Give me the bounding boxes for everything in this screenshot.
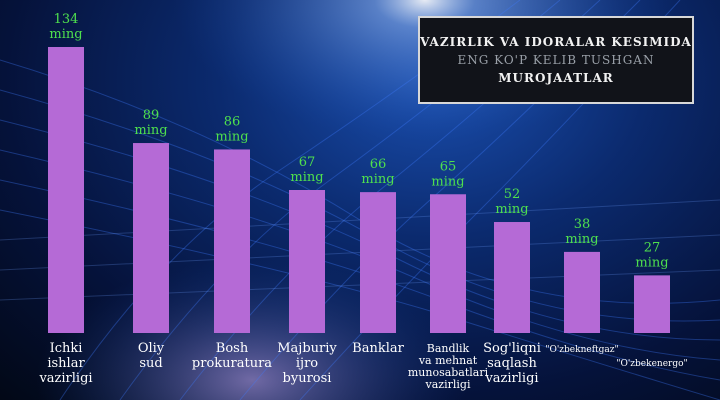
- value-unit-4: ming: [290, 170, 323, 185]
- value-label-1: 134: [54, 12, 79, 27]
- value-unit-3: ming: [215, 129, 248, 144]
- value-unit-6: ming: [431, 174, 464, 189]
- bar-8: [564, 251, 600, 333]
- category-label-1: Ichki ishlar vazirligi: [38, 341, 92, 386]
- bar-7: [494, 222, 530, 333]
- bar-3: [214, 149, 250, 333]
- value-label-8: 38: [574, 217, 591, 232]
- chart-title-line-2: ENG KO'P KELIB TUSHGAN: [457, 53, 655, 67]
- value-unit-5: ming: [361, 172, 394, 187]
- value-label-4: 67: [299, 155, 316, 170]
- bar-1: [48, 47, 84, 333]
- value-label-3: 86: [224, 114, 241, 129]
- value-unit-2: ming: [134, 123, 167, 138]
- category-label-4: Majburiy ijro byurosi: [277, 341, 337, 386]
- category-label-6: Bandlik va mehnat munosabatlari vazirligi: [408, 342, 489, 391]
- value-label-9: 27: [644, 240, 661, 255]
- category-label-5: Banklar: [352, 341, 404, 356]
- value-unit-7: ming: [495, 202, 528, 217]
- bar-2: [133, 143, 169, 333]
- bar-4: [289, 190, 325, 333]
- value-unit-1: ming: [49, 27, 82, 42]
- chart-title-line-3: MUROJAATLAR: [498, 71, 614, 85]
- value-label-7: 52: [504, 187, 521, 202]
- category-label-8: "O'zbekneftgaz": [545, 345, 618, 355]
- value-unit-8: ming: [565, 232, 598, 247]
- value-label-5: 66: [370, 157, 387, 172]
- category-label-7: Sog'liqni saqlash vazirligi: [483, 341, 541, 386]
- bar-5: [360, 192, 396, 333]
- bar-6: [430, 194, 466, 333]
- chart-title-line-1: VAZIRLIK VA IDORALAR KESIMIDA: [420, 35, 692, 49]
- chart-title-box: VAZIRLIK VA IDORALAR KESIMIDA ENG KO'P K…: [418, 16, 694, 104]
- category-label-3: Bosh prokuratura: [192, 341, 272, 371]
- value-label-2: 89: [143, 108, 160, 123]
- bar-9: [634, 275, 670, 333]
- category-label-2: Oliy sud: [138, 341, 165, 371]
- value-unit-9: ming: [635, 255, 668, 270]
- value-label-6: 65: [440, 159, 457, 174]
- category-label-9: "O'zbekenergo": [616, 359, 687, 369]
